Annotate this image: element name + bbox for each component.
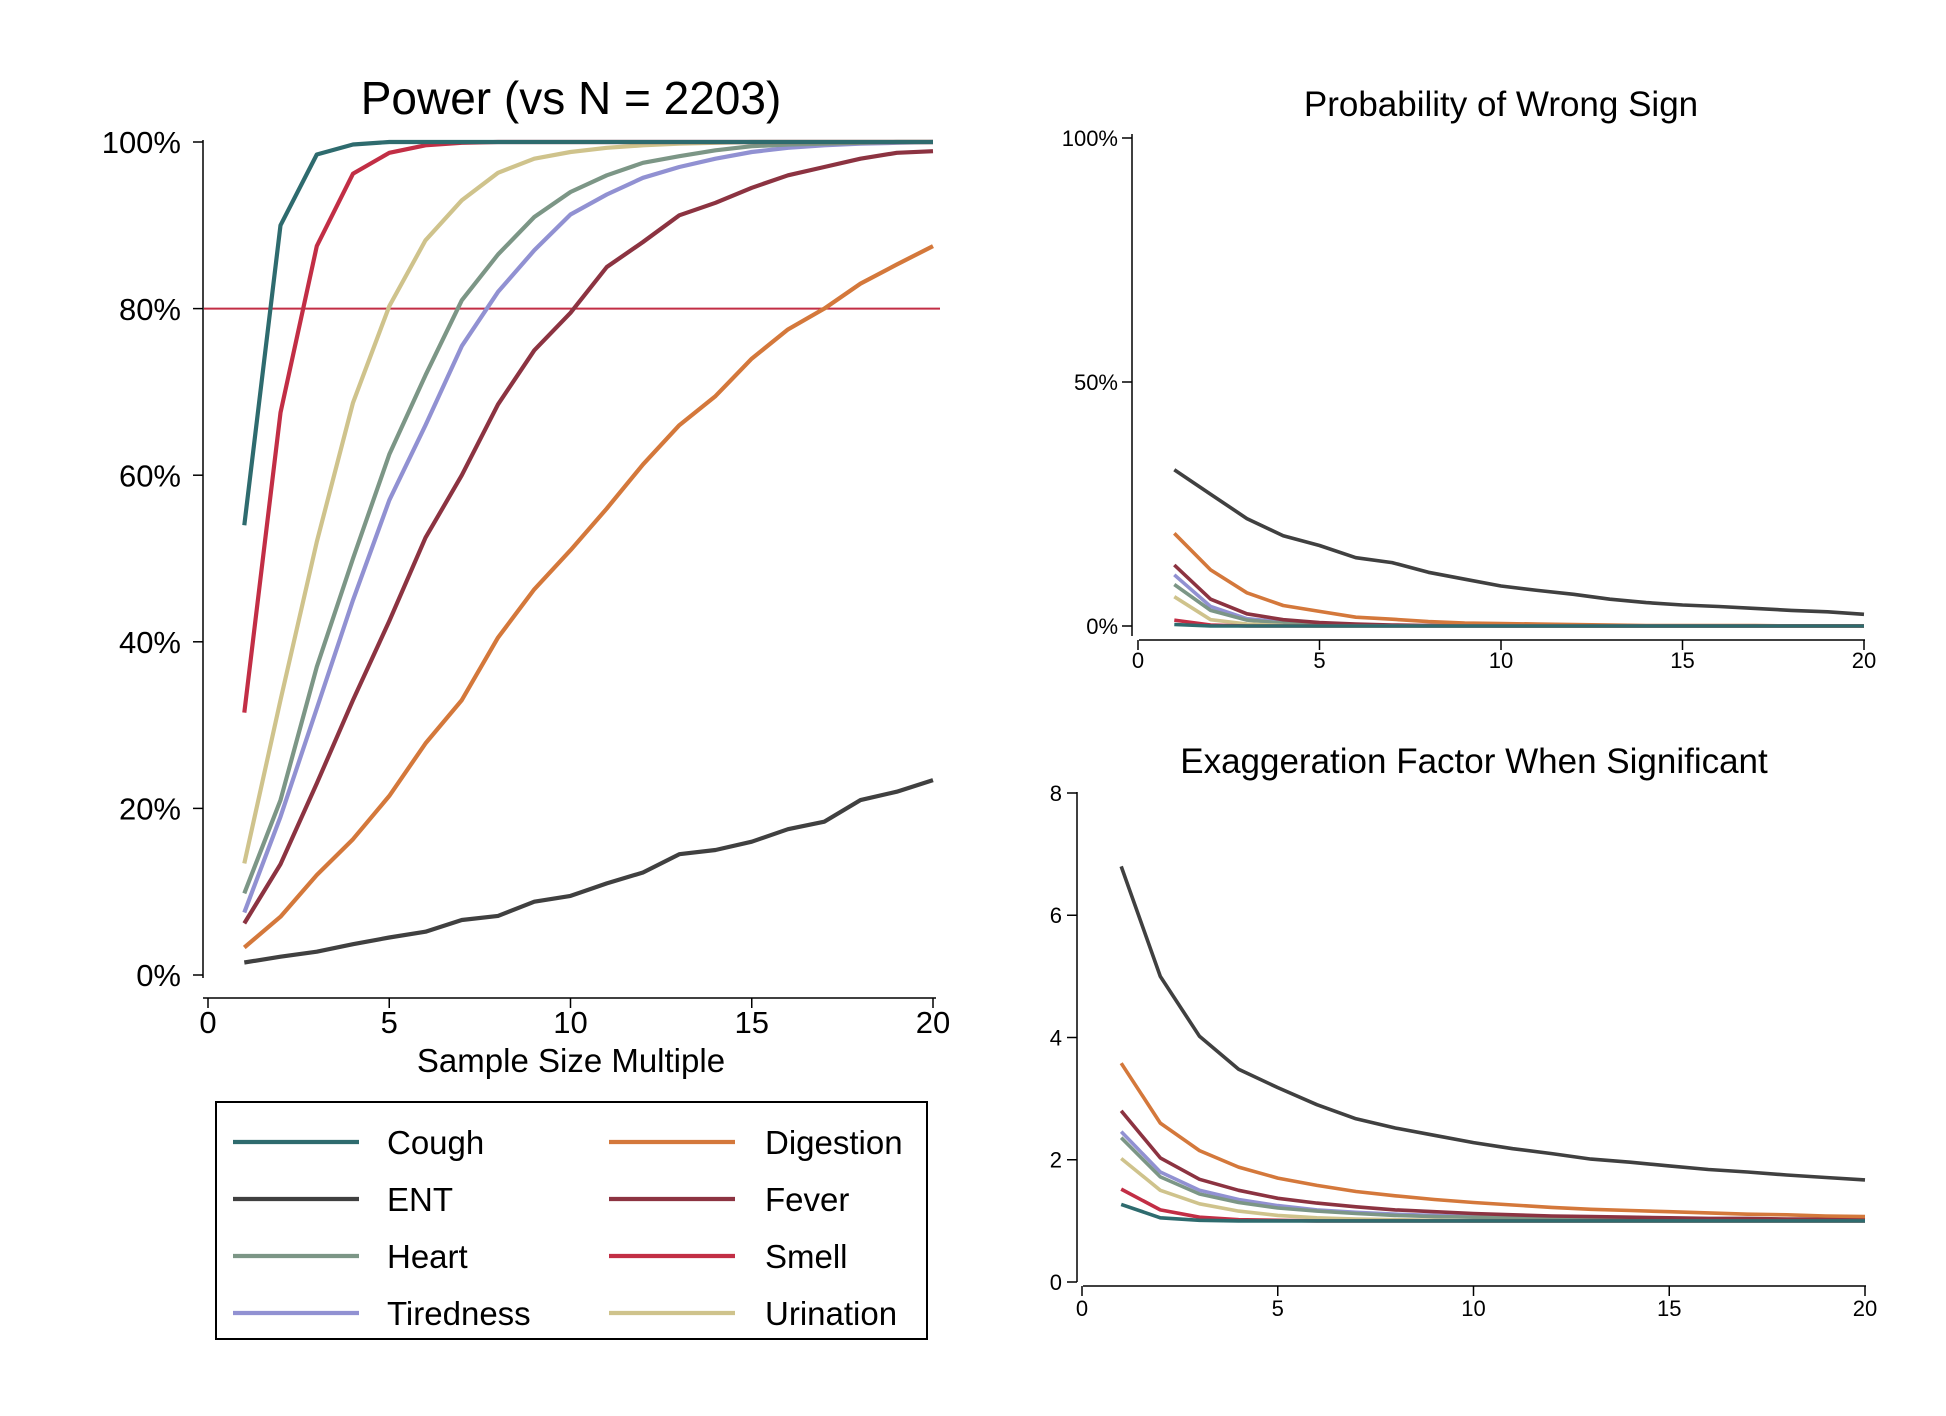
legend-label-fever: Fever [765,1181,849,1218]
power-series-fever [242,149,934,925]
exaggeration-chart-title: Exaggeration Factor When Significant [1180,742,1768,781]
legend-label-heart: Heart [387,1238,468,1275]
legend-label-urination: Urination [765,1295,897,1332]
exaggeration-series-lines [1119,865,1866,1223]
power-y-tick-label: 60% [119,458,181,493]
exaggeration-y-tick-label: 6 [1050,903,1062,928]
wrong-sign-series-lines [1173,468,1865,628]
power-x-tick-label: 15 [735,1005,769,1040]
exaggeration-x-tick-label: 15 [1657,1296,1681,1321]
power-y-tick-label: 40% [119,625,181,660]
exaggeration-ticks: 0 5 10 15 20 0 2 4 6 8 [1050,781,1877,1321]
exaggeration-series-heart [1119,1136,1865,1223]
wrong-sign-chart: Probability of Wrong Sign 0 5 10 15 20 0% 50% 1… [1062,85,1877,673]
legend-label-cough: Cough [387,1124,484,1161]
exaggeration-x-tick-label: 5 [1272,1296,1284,1321]
wrong-sign-y-tick-label: 50% [1074,370,1118,395]
exaggeration-y-tick-label: 4 [1050,1025,1062,1050]
wrong-sign-x-tick-label: 0 [1132,648,1144,673]
power-x-tick-label: 10 [553,1005,587,1040]
power-series-ent [243,778,934,965]
exaggeration-series-digestion [1119,1062,1866,1219]
legend-label-tiredness: Tiredness [387,1295,531,1332]
exaggeration-series-fever [1119,1109,1866,1222]
legend-box [215,1101,928,1340]
wrong-sign-series-cough [1174,622,1864,628]
legend-entries: Cough Digestion ENT Fever Heart Smell Tirednes… [233,1124,903,1332]
wrong-sign-ticks: 0 5 10 15 20 0% 50% 100% [1062,126,1877,673]
power-series-lines [204,139,940,965]
exaggeration-y-tick-label: 2 [1050,1148,1062,1173]
power-x-axis-label: Sample Size Multiple [417,1042,725,1079]
exaggeration-x-tick-label: 0 [1076,1296,1088,1321]
exaggeration-series-cough [1120,1202,1865,1223]
legend-label-smell: Smell [765,1238,848,1275]
wrong-sign-series-fever [1173,563,1864,628]
power-y-tick-label: 80% [119,292,181,327]
power-chart-title: Power (vs N = 2203) [361,72,782,124]
exaggeration-x-tick-label: 20 [1853,1296,1877,1321]
legend-label-digestion: Digestion [765,1124,903,1161]
wrong-sign-x-tick-label: 10 [1489,648,1513,673]
power-y-tick-label: 20% [119,792,181,827]
legend: Cough Digestion ENT Fever Heart Smell Tirednes… [215,1101,928,1340]
power-series-heart [242,139,933,895]
legend-label-ent: ENT [387,1181,453,1218]
power-x-tick-label: 5 [381,1005,398,1040]
power-y-tick-label: 0% [136,958,181,993]
exaggeration-chart: Exaggeration Factor When Significant 0 5 1… [1050,742,1877,1321]
exaggeration-series-ent [1119,865,1866,1182]
wrong-sign-x-tick-label: 20 [1852,648,1876,673]
exaggeration-y-tick-label: 0 [1050,1270,1062,1295]
power-series-urination [242,139,933,864]
exaggeration-x-tick-label: 10 [1461,1296,1485,1321]
power-x-tick-label: 20 [916,1005,950,1040]
power-x-tick-label: 0 [199,1005,216,1040]
wrong-sign-series-digestion [1173,532,1864,628]
wrong-sign-series-ent [1173,468,1865,617]
wrong-sign-y-tick-label: 0% [1086,614,1118,639]
power-ticks: 0 5 10 15 20 0% 20% 40% 60% 80% 100% [102,125,951,1040]
exaggeration-y-tick-label: 8 [1050,781,1062,806]
wrong-sign-x-tick-label: 15 [1670,648,1694,673]
power-series-digestion [242,244,934,950]
power-chart: Power (vs N = 2203) 0 5 10 15 20 0% 20% 40% 60% 8… [102,72,951,1079]
power-series-cough [242,139,933,526]
wrong-sign-y-tick-label: 100% [1062,126,1118,151]
power-y-tick-label: 100% [102,125,181,160]
wrong-sign-chart-title: Probability of Wrong Sign [1304,85,1698,124]
wrong-sign-x-tick-label: 5 [1313,648,1325,673]
